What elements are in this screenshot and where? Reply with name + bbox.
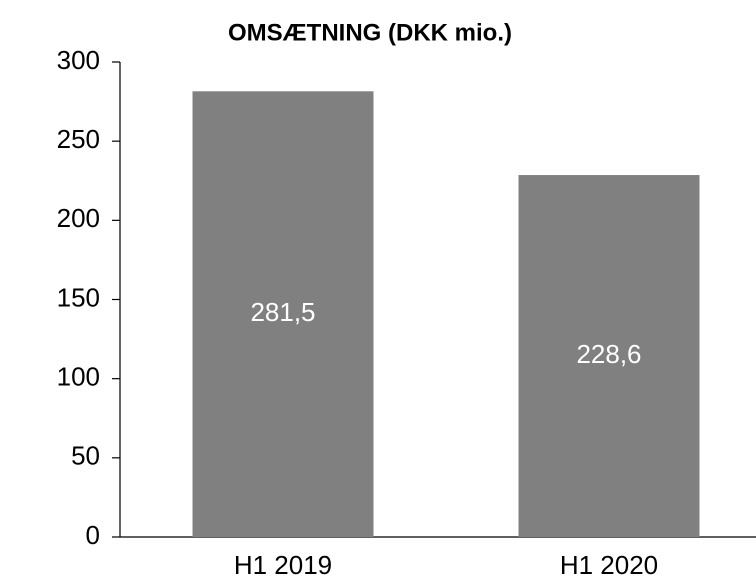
bar [518, 175, 700, 538]
y-tick-label: 200 [57, 203, 100, 233]
y-tick-label: 100 [57, 362, 100, 392]
chart-title: OMSÆTNING (DKK mio.) [228, 19, 512, 46]
data-label: 228,6 [576, 339, 641, 369]
y-tick-label: 250 [57, 124, 100, 154]
x-tick-label: H1 2020 [560, 550, 658, 580]
y-tick-label: 150 [57, 282, 100, 312]
y-tick-label: 300 [57, 45, 100, 75]
data-label: 281,5 [250, 297, 315, 327]
x-tick-label: H1 2019 [234, 550, 332, 580]
y-tick-label: 0 [86, 520, 100, 550]
bar [192, 91, 374, 538]
y-tick-label: 50 [71, 441, 100, 471]
